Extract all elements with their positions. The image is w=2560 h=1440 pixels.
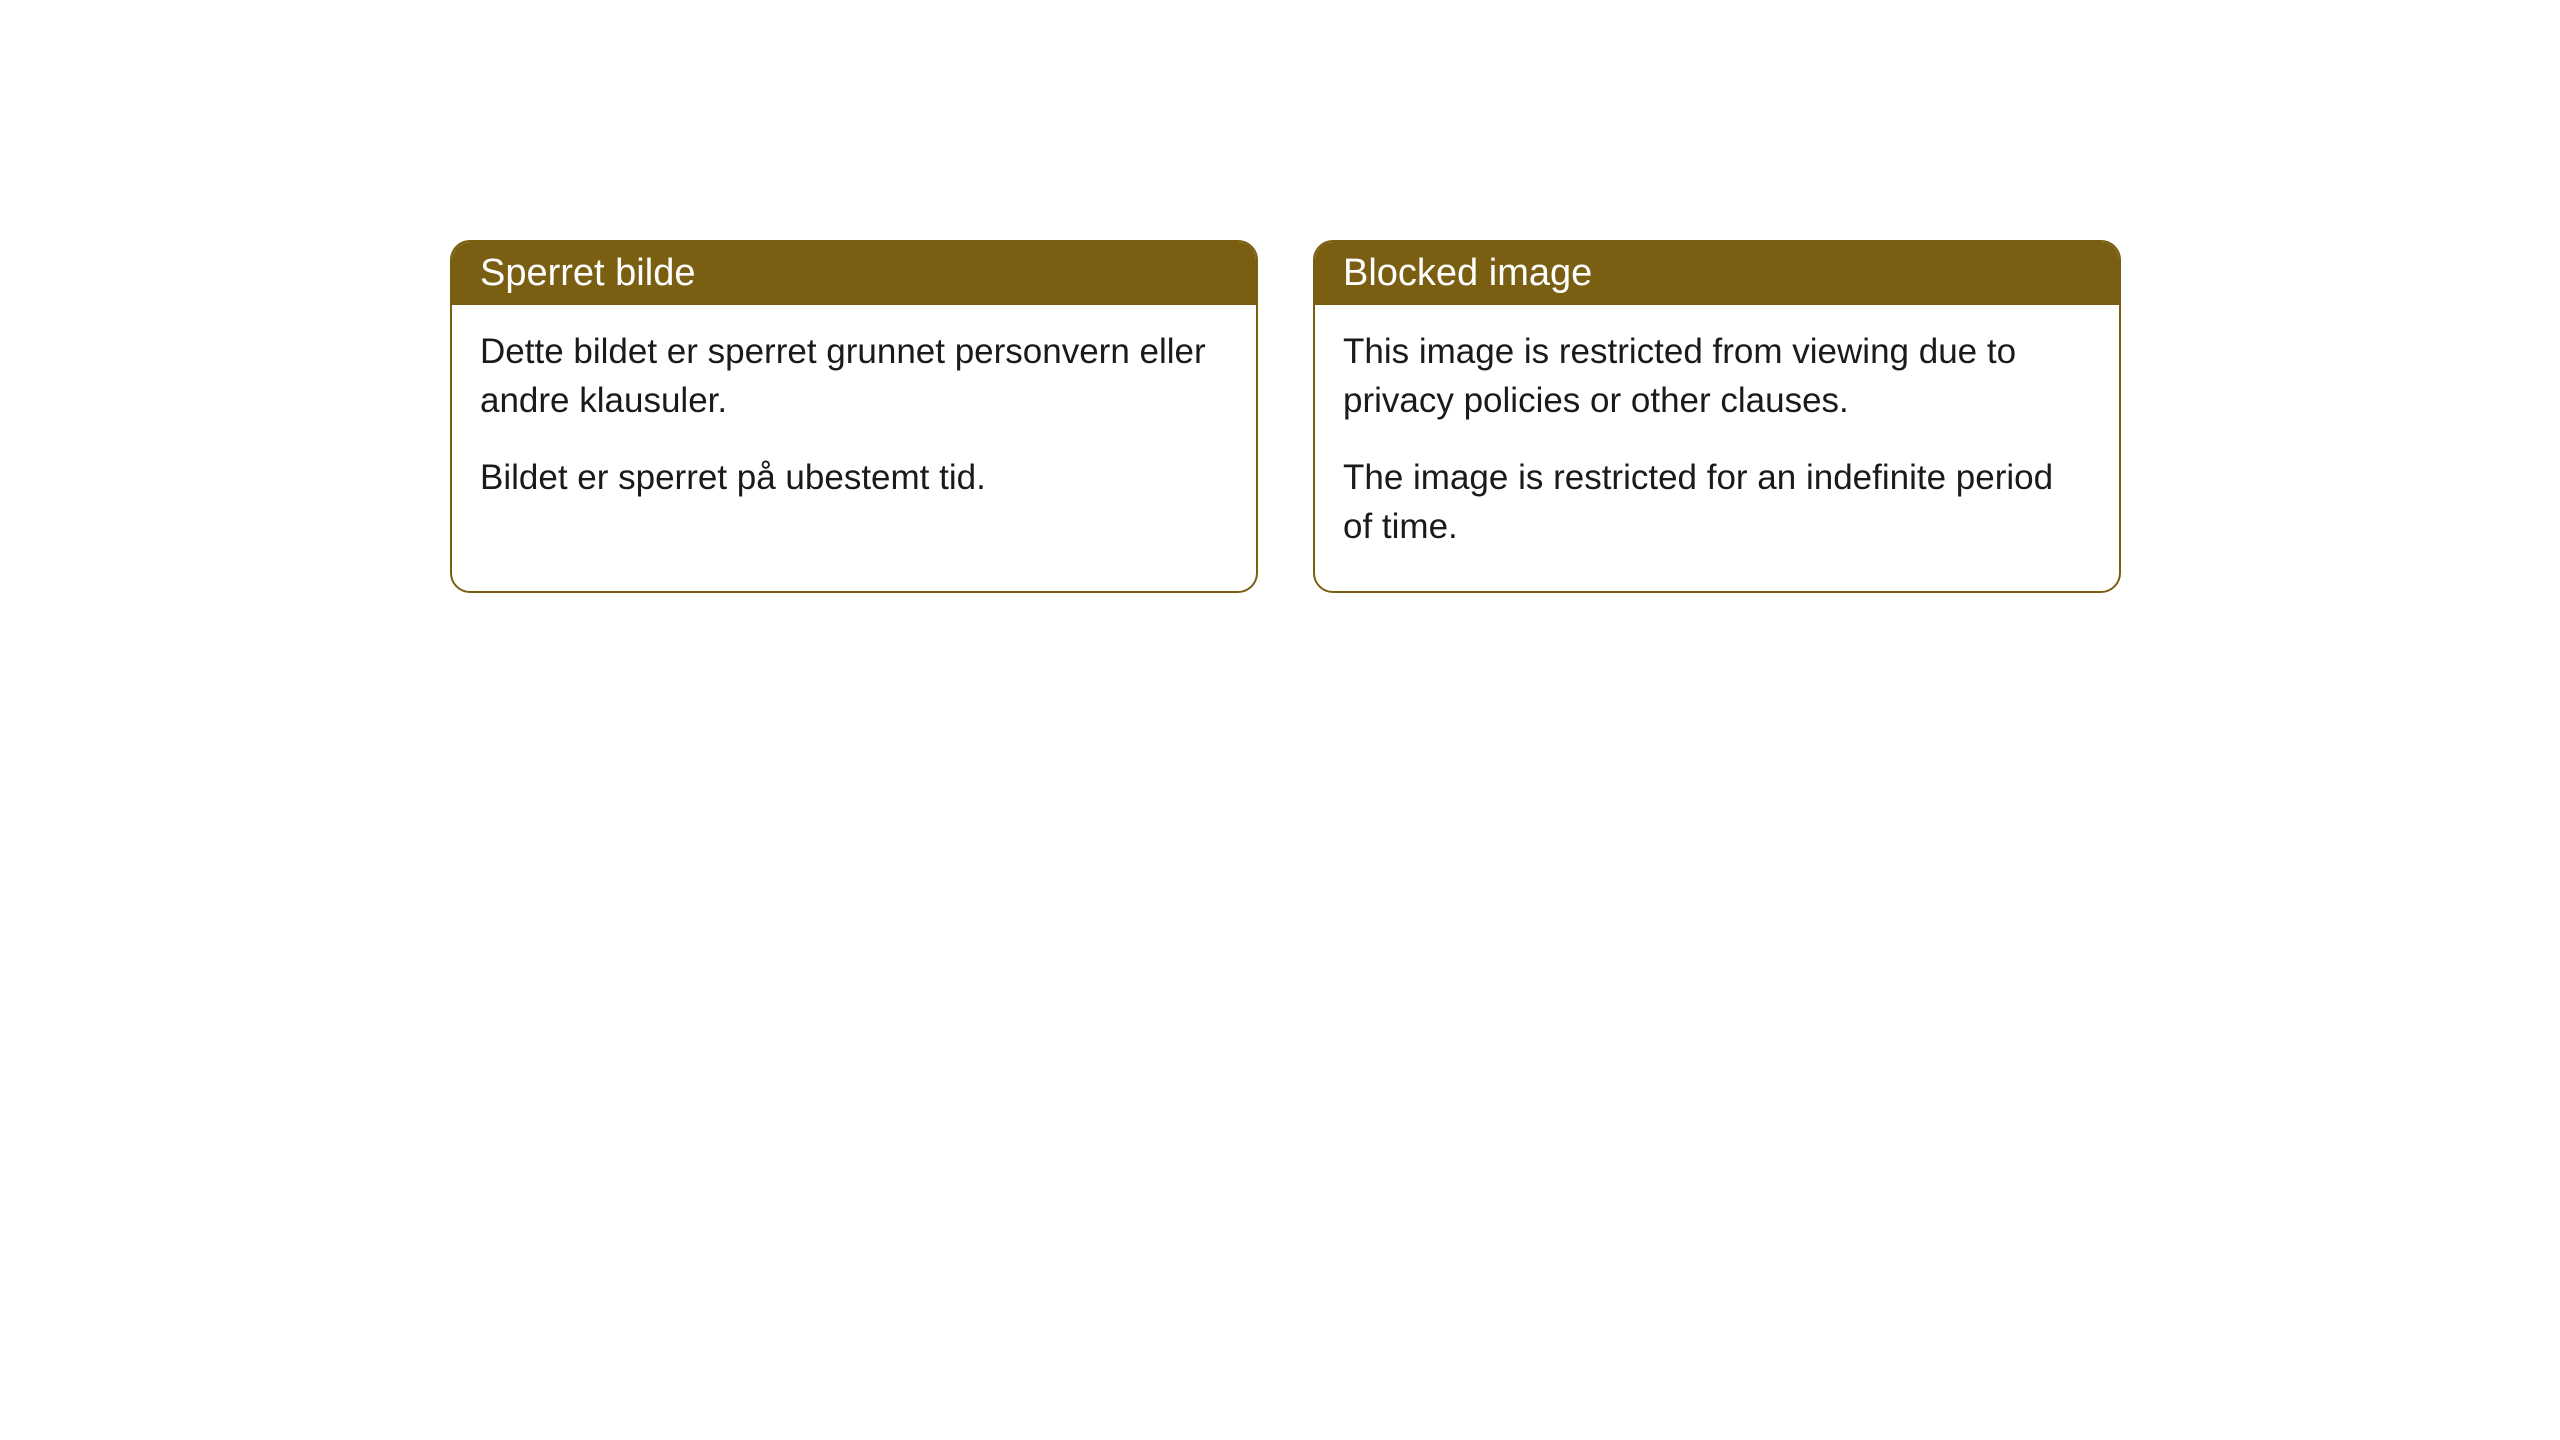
cards-container: Sperret bilde Dette bildet er sperret gr…: [450, 240, 2121, 593]
card-body: This image is restricted from viewing du…: [1315, 305, 2119, 591]
card-header: Sperret bilde: [452, 242, 1256, 305]
blocked-image-card-english: Blocked image This image is restricted f…: [1313, 240, 2121, 593]
card-header: Blocked image: [1315, 242, 2119, 305]
card-title: Sperret bilde: [480, 252, 695, 294]
blocked-image-card-norwegian: Sperret bilde Dette bildet er sperret gr…: [450, 240, 1258, 593]
card-title: Blocked image: [1343, 252, 1592, 294]
card-paragraph: The image is restricted for an indefinit…: [1343, 453, 2091, 551]
card-paragraph: Dette bildet er sperret grunnet personve…: [480, 327, 1228, 425]
card-paragraph: Bildet er sperret på ubestemt tid.: [480, 453, 1228, 502]
card-paragraph: This image is restricted from viewing du…: [1343, 327, 2091, 425]
card-body: Dette bildet er sperret grunnet personve…: [452, 305, 1256, 542]
